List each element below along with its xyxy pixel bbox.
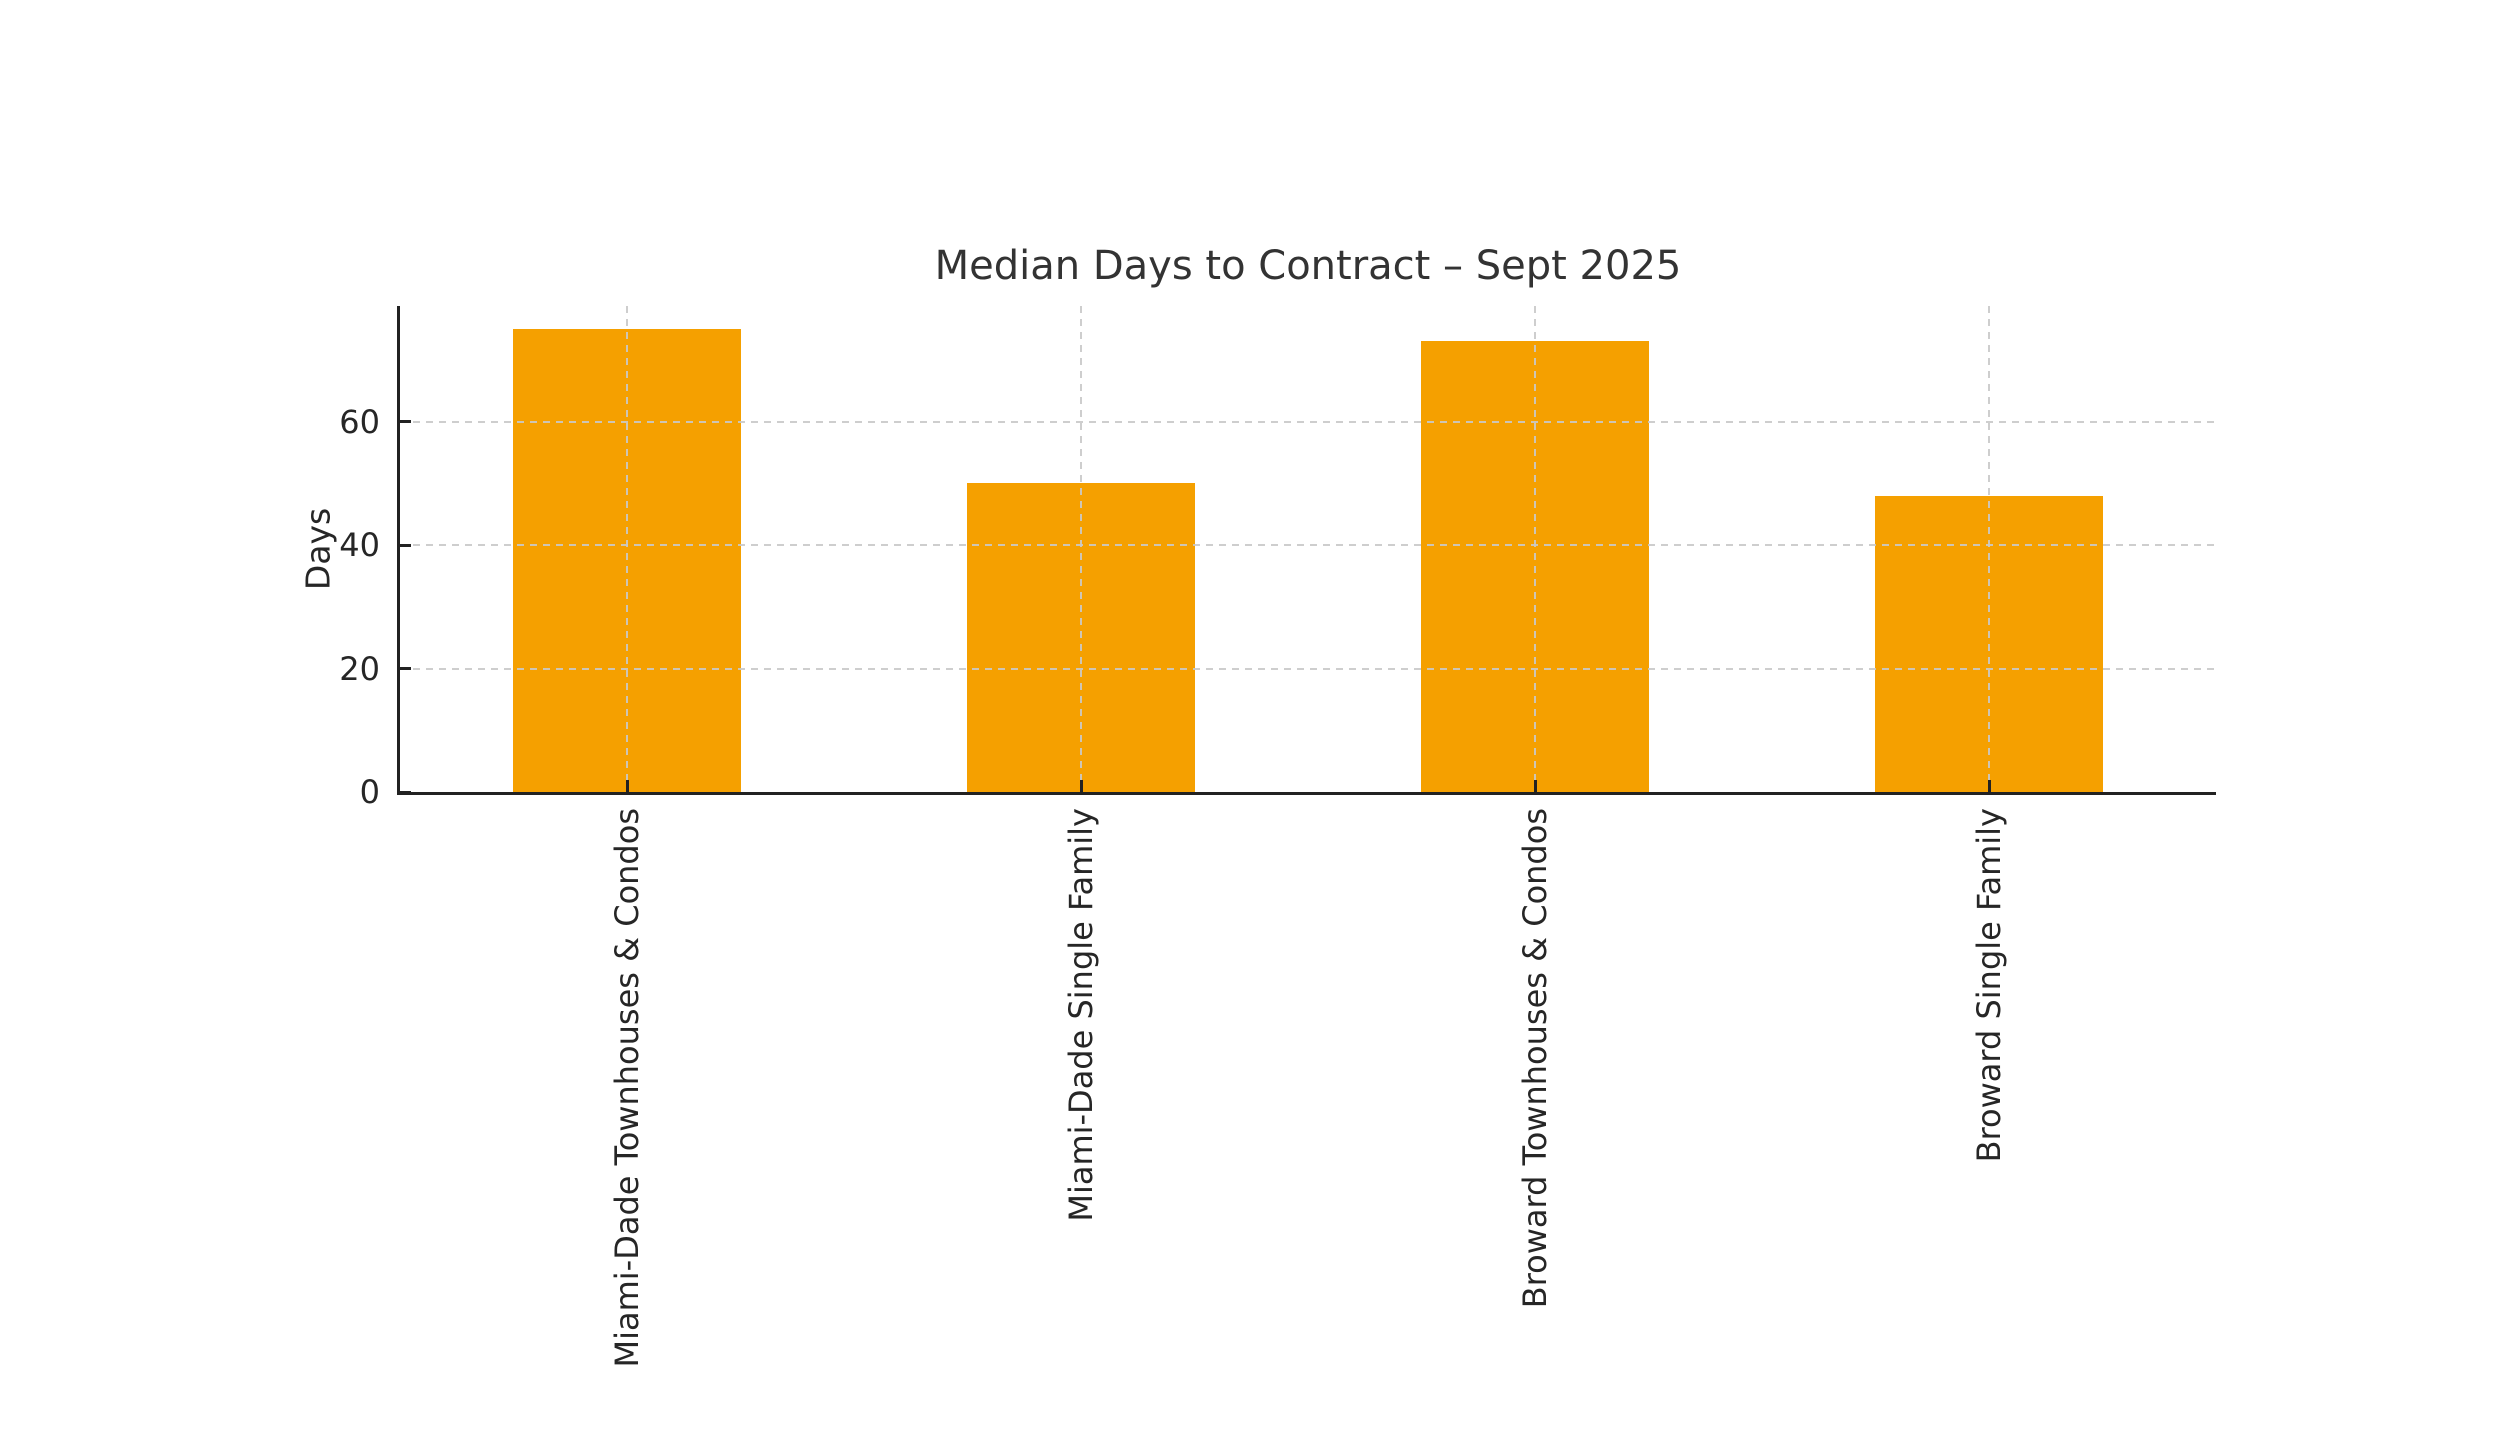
x-axis-spine xyxy=(397,792,2216,795)
plot-area xyxy=(400,306,2216,794)
y-tick-mark xyxy=(400,420,411,423)
chart-title: Median Days to Contract – Sept 2025 xyxy=(934,243,1682,289)
x-tick-mark xyxy=(1080,780,1083,792)
y-tick-mark xyxy=(400,544,411,547)
y-axis-spine xyxy=(397,306,400,795)
gridline-vertical xyxy=(1080,306,1082,792)
gridline-horizontal xyxy=(400,668,2216,670)
y-tick-label: 20 xyxy=(339,650,380,688)
gridline-horizontal xyxy=(400,421,2216,423)
x-tick-label: Miami-Dade Townhouses & Condos xyxy=(608,808,646,1368)
x-tick-label: Miami-Dade Single Family xyxy=(1062,808,1100,1222)
gridline-horizontal xyxy=(400,544,2216,546)
x-tick-label: Broward Single Family xyxy=(1970,808,2008,1163)
x-tick-mark xyxy=(1988,780,1991,792)
y-tick-label: 0 xyxy=(359,773,380,811)
gridline-vertical xyxy=(626,306,628,792)
gridline-vertical xyxy=(1988,306,1990,792)
x-tick-mark xyxy=(626,780,629,792)
y-tick-mark xyxy=(400,667,411,670)
y-tick-label: 40 xyxy=(339,526,380,564)
y-tick-label: 60 xyxy=(339,403,380,441)
x-tick-label: Broward Townhouses & Condos xyxy=(1516,808,1554,1309)
gridline-vertical xyxy=(1534,306,1536,792)
x-tick-mark xyxy=(1534,780,1537,792)
y-tick-mark xyxy=(400,791,411,794)
